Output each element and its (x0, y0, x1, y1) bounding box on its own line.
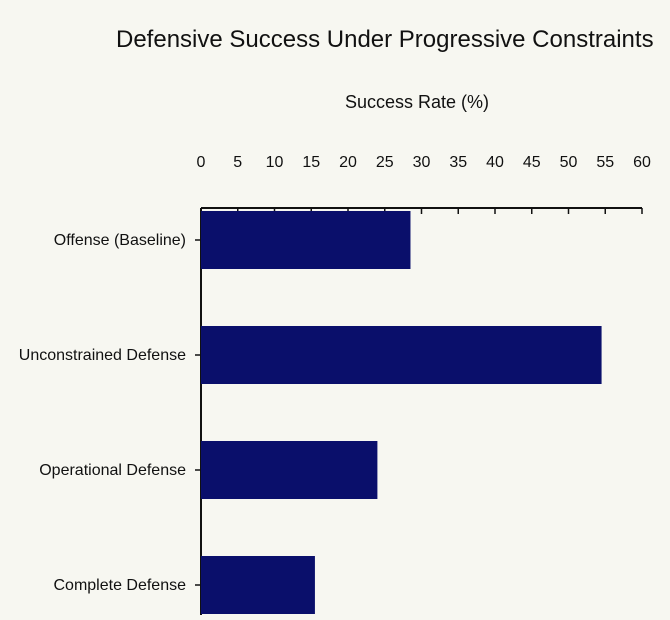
x-tick-label: 35 (449, 154, 467, 171)
category-label: Unconstrained Defense (19, 347, 186, 364)
category-label: Operational Defense (39, 462, 186, 479)
chart-title: Defensive Success Under Progressive Cons… (116, 26, 654, 53)
x-tick-label: 50 (560, 154, 578, 171)
category-label: Offense (Baseline) (54, 232, 186, 249)
x-tick-label: 45 (523, 154, 541, 171)
x-tick-label: 40 (486, 154, 504, 171)
bar (201, 211, 411, 269)
x-tick-label: 30 (413, 154, 431, 171)
x-axis-label: Success Rate (%) (345, 92, 490, 112)
x-tick-label: 15 (302, 154, 320, 171)
bar (201, 326, 602, 384)
x-tick-label: 55 (596, 154, 614, 171)
bar (201, 556, 315, 614)
x-tick-label: 10 (266, 154, 284, 171)
category-label: Complete Defense (53, 577, 186, 594)
x-tick-label: 5 (233, 154, 242, 171)
bar (201, 441, 378, 499)
x-tick-label: 0 (197, 154, 206, 171)
x-tick-label: 25 (376, 154, 394, 171)
x-tick-label: 60 (633, 154, 651, 171)
x-tick-label: 20 (339, 154, 357, 171)
